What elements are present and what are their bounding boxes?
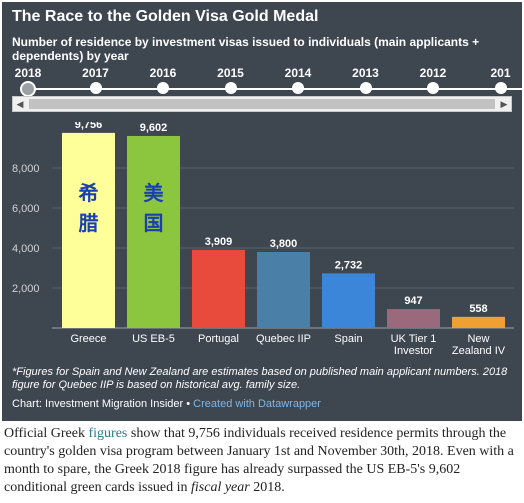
scroll-left-icon[interactable]: ◀ (16, 99, 24, 109)
chart-title: The Race to the Golden Visa Gold Medal (12, 8, 319, 25)
x-tick-label: Portugal (198, 333, 239, 345)
chart-footnote: *Figures for Spain and New Zealand are e… (12, 366, 508, 391)
x-tick-label: Zealand IV (452, 345, 506, 357)
bar-1 (62, 132, 115, 328)
year-label-2017[interactable]: 2017 (82, 66, 109, 80)
bar-value-label: 9,756 (75, 122, 103, 131)
figures-link[interactable]: figures (88, 426, 128, 441)
y-tick-label: 6,000 (12, 203, 40, 215)
credit-source: Chart: Investment Migration Insider (12, 398, 184, 410)
bar-value-label: 558 (469, 303, 487, 315)
x-tick-label: Investor (394, 345, 433, 357)
year-label-2013[interactable]: 2013 (352, 66, 379, 80)
datawrapper-link[interactable]: Created with Datawrapper (193, 398, 321, 410)
bar-5 (322, 273, 375, 328)
year-label-2018[interactable]: 2018 (14, 66, 42, 80)
bar-7 (452, 316, 505, 328)
article-paragraph: Official Greek figures show that 9,756 i… (4, 425, 518, 497)
year-dot-201[interactable] (494, 82, 507, 94)
timeline-track (20, 88, 522, 90)
bar-value-label: 2,732 (335, 259, 363, 271)
article-text-3: 2018. (249, 480, 285, 495)
year-dot-2017[interactable] (89, 82, 102, 94)
year-dot-2015[interactable] (224, 82, 237, 94)
year-label-201[interactable]: 201 (490, 66, 511, 80)
x-tick-label: Spain (334, 333, 362, 345)
bar-value-label: 3,800 (270, 238, 298, 250)
chart-credit: Chart: Investment Migration Insider • Cr… (12, 398, 321, 410)
x-tick-label: UK Tier 1 (391, 333, 437, 345)
year-label-2014[interactable]: 2014 (284, 66, 312, 80)
year-label-2016[interactable]: 2016 (149, 66, 177, 80)
bar-value-label: 947 (404, 295, 422, 307)
bar-value-label: 3,909 (205, 236, 233, 248)
article-emphasis: fiscal year (191, 480, 250, 495)
x-tick-label: US EB-5 (132, 333, 175, 345)
timeline-scrollbar[interactable]: ◀ ▶ (12, 96, 512, 112)
chart-subtitle: Number of residence by investment visas … (12, 35, 480, 63)
bar-overlay-text: 希 (79, 181, 99, 205)
year-dot-2012[interactable] (427, 82, 439, 94)
bar-chart: 2,000 4,000 6,000 8,000 9,756 Greece 希腊 9,602 US… (12, 122, 514, 357)
y-tick-label: 4,000 (12, 243, 40, 255)
scrollbar-thumb[interactable] (29, 99, 495, 109)
x-tick-label: Greece (70, 333, 106, 345)
year-timeline: 2018 2017 2016 2015 2014 2013 2012 201 ◀ ▶ (2, 62, 522, 122)
bar-overlay-text: 国 (144, 211, 164, 235)
bar-value-label: 9,602 (140, 122, 168, 134)
year-label-2012[interactable]: 2012 (419, 66, 447, 80)
y-tick-label: 8,000 (12, 163, 40, 175)
bar-4 (257, 252, 310, 328)
bar-2 (127, 135, 180, 328)
article-text-1: Official Greek (4, 426, 89, 441)
article-text-2: show that 9,756 individuals received res… (4, 426, 514, 495)
year-dot-2013[interactable] (359, 82, 372, 94)
credit-separator: • (186, 398, 191, 410)
year-dot-2014[interactable] (292, 82, 304, 94)
bar-6 (387, 309, 440, 328)
year-label-2015[interactable]: 2015 (217, 66, 244, 80)
bar-3 (192, 249, 245, 328)
y-tick-label: 2,000 (12, 283, 40, 295)
year-dot-2018[interactable] (20, 81, 36, 97)
bar-overlay-text: 美 (144, 181, 165, 205)
chart-panel: The Race to the Golden Visa Gold Medal N… (2, 2, 522, 421)
year-dot-2016[interactable] (157, 82, 169, 94)
bar-overlay-text: 腊 (78, 211, 99, 235)
scroll-right-icon[interactable]: ▶ (500, 99, 508, 109)
x-tick-label: New (467, 333, 489, 345)
x-tick-label: Quebec IIP (256, 333, 311, 345)
